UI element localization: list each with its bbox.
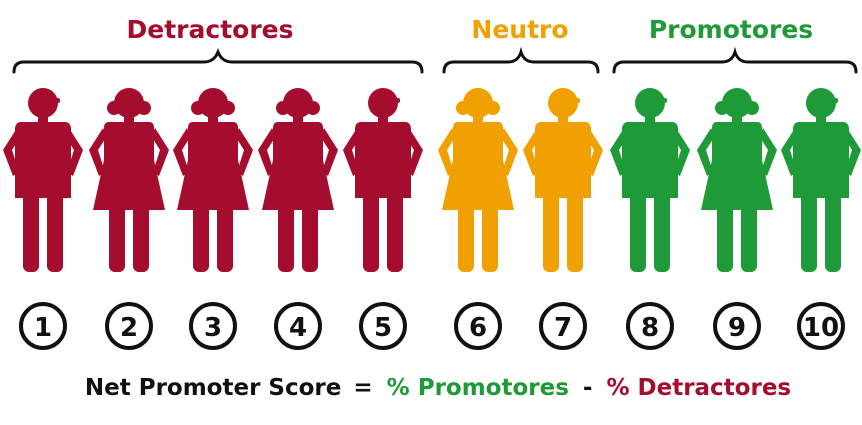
score-circle: 1 bbox=[19, 302, 67, 350]
group-label-promoters: Promotores bbox=[649, 15, 813, 44]
male-person-icon bbox=[523, 88, 603, 272]
female-person-icon bbox=[89, 88, 169, 272]
score-number: 5 bbox=[374, 313, 392, 343]
group-label-neutral: Neutro bbox=[471, 15, 568, 44]
brace-promoters bbox=[612, 46, 858, 74]
score-circle: 9 bbox=[713, 302, 761, 350]
score-circle: 5 bbox=[359, 302, 407, 350]
score-number: 6 bbox=[469, 313, 487, 343]
score-number: 8 bbox=[641, 313, 659, 343]
score-number: 3 bbox=[204, 313, 222, 343]
formula-promoters: % Promotores bbox=[387, 375, 569, 401]
score-circle: 6 bbox=[454, 302, 502, 350]
male-person-icon bbox=[343, 88, 423, 272]
score-number: 2 bbox=[120, 313, 138, 343]
score-number: 10 bbox=[803, 313, 839, 343]
score-number: 9 bbox=[728, 313, 746, 343]
score-circle: 3 bbox=[189, 302, 237, 350]
female-person-icon bbox=[438, 88, 518, 272]
score-number: 4 bbox=[289, 313, 307, 343]
female-person-icon bbox=[173, 88, 253, 272]
formula-lhs: Net Promoter Score bbox=[85, 375, 342, 401]
score-circle: 2 bbox=[105, 302, 153, 350]
score-circle: 10 bbox=[797, 302, 845, 350]
score-number: 1 bbox=[34, 313, 52, 343]
male-person-icon bbox=[781, 88, 861, 272]
score-number: 7 bbox=[554, 313, 572, 343]
score-circle: 7 bbox=[539, 302, 587, 350]
brace-neutral bbox=[442, 46, 600, 74]
formula-minus: - bbox=[583, 375, 593, 401]
male-person-icon bbox=[610, 88, 690, 272]
female-person-icon bbox=[258, 88, 338, 272]
formula-detractors: % Detractores bbox=[606, 375, 791, 401]
brace-detractors bbox=[12, 47, 424, 74]
nps-formula: Net Promoter Score = % Promotores -% Detrac… bbox=[85, 375, 791, 401]
formula-equals: = bbox=[353, 375, 372, 401]
male-person-icon bbox=[3, 88, 83, 272]
score-circle: 8 bbox=[626, 302, 674, 350]
group-label-detractors: Detractores bbox=[127, 15, 294, 44]
female-person-icon bbox=[697, 88, 777, 272]
score-circle: 4 bbox=[274, 302, 322, 350]
